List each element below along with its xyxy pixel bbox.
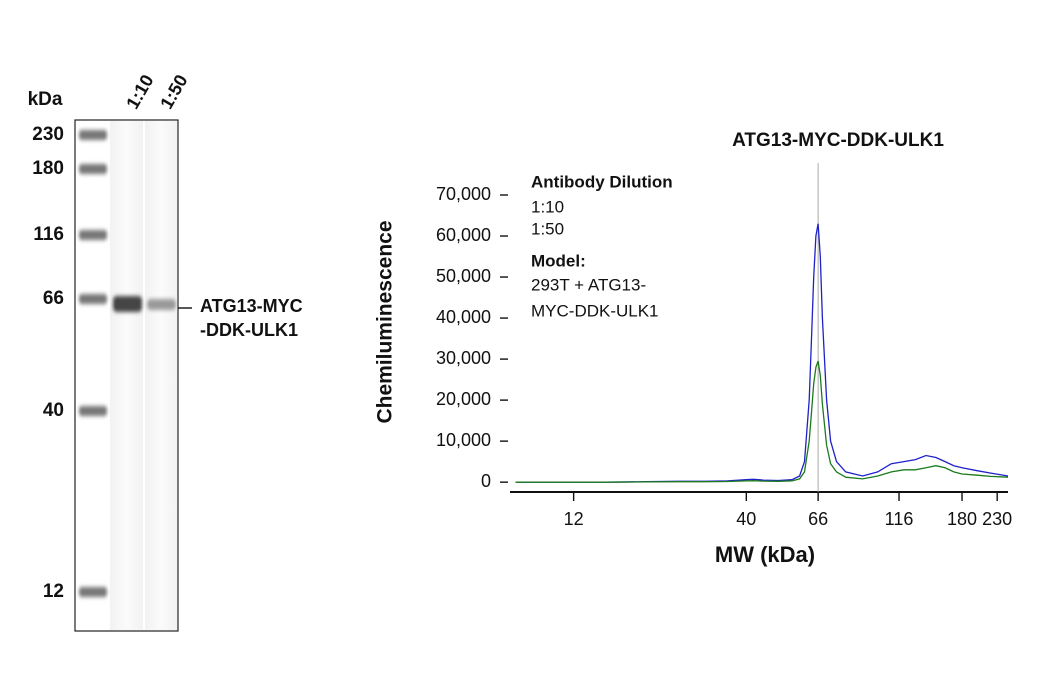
- ladder-band: [79, 294, 107, 304]
- lane-label: 1:50: [156, 71, 191, 112]
- blot: kDa 1:10 1:50 ATG13-MYC -DDK-ULK1 230 180…: [28, 71, 303, 632]
- legend-entry: 1:10: [531, 197, 564, 216]
- chart-title: ATG13-MYC-DDK-ULK1: [732, 130, 944, 151]
- note: MYC-DDK-ULK1: [531, 301, 659, 320]
- ladder-band: [79, 230, 107, 240]
- legend-entry: 1:50: [531, 219, 564, 238]
- lane-label: 1:10: [122, 71, 157, 112]
- x-tick-label: 230: [982, 509, 1012, 529]
- x-axis-label: MW (kDa): [715, 542, 815, 567]
- y-tick-label: 60,000: [436, 225, 491, 245]
- chart: ATG13-MYC-DDK-ULK1 MW (kDa) Chemilumines…: [374, 130, 1013, 567]
- unit-label: kDa: [28, 89, 63, 110]
- marker-label: 40: [43, 400, 64, 421]
- lane: [145, 121, 177, 630]
- band-label: ATG13-MYC: [200, 296, 303, 316]
- y-tick-label: 50,000: [436, 266, 491, 286]
- y-tick-label: 20,000: [436, 389, 491, 409]
- y-tick-label: 30,000: [436, 348, 491, 368]
- x-tick-label: 12: [564, 509, 584, 529]
- marker-label: 180: [32, 158, 64, 179]
- marker-label: 66: [43, 288, 64, 309]
- band-label: -DDK-ULK1: [200, 320, 298, 340]
- x-tick-label: 180: [947, 509, 977, 529]
- marker-label: 12: [43, 581, 64, 602]
- ladder-band: [79, 587, 107, 597]
- y-tick-label: 40,000: [436, 307, 491, 327]
- band: [113, 296, 142, 312]
- series-line: [515, 360, 1009, 483]
- legend-title: Antibody Dilution: [531, 172, 673, 191]
- y-tick-label: 10,000: [436, 430, 491, 450]
- ladder-band: [79, 130, 107, 140]
- ladder-band: [79, 406, 107, 416]
- y-tick-label: 0: [481, 471, 491, 491]
- band: [147, 299, 176, 310]
- marker-label: 230: [32, 124, 64, 145]
- x-tick-label: 40: [736, 509, 756, 529]
- y-axis-label: Chemiluminescence: [374, 220, 397, 423]
- lane: [110, 121, 143, 630]
- y-tick-label: 70,000: [436, 184, 491, 204]
- x-tick-label: 116: [885, 509, 914, 529]
- note: Model:: [531, 251, 586, 270]
- note: 293T + ATG13-: [531, 275, 646, 294]
- ladder-band: [79, 164, 107, 174]
- marker-label: 116: [33, 224, 64, 245]
- series-line: [515, 223, 1009, 483]
- x-tick-label: 66: [808, 509, 828, 529]
